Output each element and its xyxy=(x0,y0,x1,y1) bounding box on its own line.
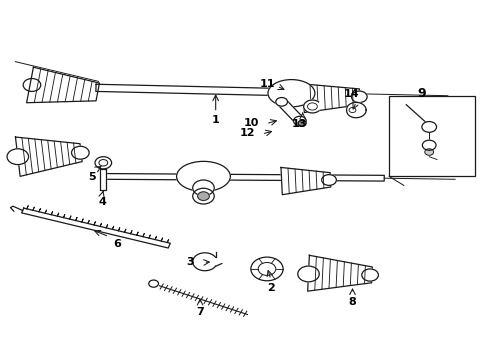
Circle shape xyxy=(351,91,367,103)
Bar xyxy=(389,96,475,176)
Polygon shape xyxy=(281,167,331,195)
Circle shape xyxy=(422,140,436,150)
Circle shape xyxy=(349,108,356,113)
Polygon shape xyxy=(16,137,82,176)
Circle shape xyxy=(425,149,434,155)
Text: 12: 12 xyxy=(240,129,256,138)
Polygon shape xyxy=(96,84,333,97)
Text: 1: 1 xyxy=(212,116,220,125)
Polygon shape xyxy=(304,100,318,113)
Circle shape xyxy=(258,262,276,275)
Circle shape xyxy=(193,188,214,204)
Text: 11: 11 xyxy=(260,79,275,89)
Circle shape xyxy=(298,266,319,282)
Circle shape xyxy=(23,78,41,91)
Circle shape xyxy=(422,122,437,132)
Text: 13: 13 xyxy=(292,119,307,129)
Circle shape xyxy=(294,116,306,126)
Circle shape xyxy=(95,157,112,169)
Polygon shape xyxy=(100,169,106,190)
Circle shape xyxy=(362,269,378,281)
Text: 2: 2 xyxy=(267,283,275,293)
Text: 5: 5 xyxy=(88,172,96,182)
Polygon shape xyxy=(22,208,171,248)
Text: 10: 10 xyxy=(244,118,259,128)
Ellipse shape xyxy=(176,161,230,192)
Circle shape xyxy=(251,257,283,281)
Circle shape xyxy=(276,98,288,106)
Text: 6: 6 xyxy=(113,239,121,249)
Circle shape xyxy=(99,159,108,166)
Ellipse shape xyxy=(268,80,315,107)
Circle shape xyxy=(308,103,318,110)
Text: 14: 14 xyxy=(343,89,359,99)
Polygon shape xyxy=(303,84,360,113)
Circle shape xyxy=(197,192,209,201)
Circle shape xyxy=(193,180,214,196)
Circle shape xyxy=(298,120,306,126)
Polygon shape xyxy=(26,67,99,103)
Circle shape xyxy=(7,149,28,165)
Polygon shape xyxy=(346,102,366,118)
Circle shape xyxy=(149,280,159,287)
Text: 4: 4 xyxy=(98,197,106,207)
Polygon shape xyxy=(103,174,384,181)
Text: 7: 7 xyxy=(196,307,204,316)
Polygon shape xyxy=(277,100,304,123)
Text: 9: 9 xyxy=(417,87,426,100)
Circle shape xyxy=(72,146,89,159)
Polygon shape xyxy=(193,253,216,271)
Text: 3: 3 xyxy=(186,257,194,267)
Text: 8: 8 xyxy=(348,297,356,307)
Circle shape xyxy=(322,175,336,185)
Polygon shape xyxy=(308,255,372,291)
